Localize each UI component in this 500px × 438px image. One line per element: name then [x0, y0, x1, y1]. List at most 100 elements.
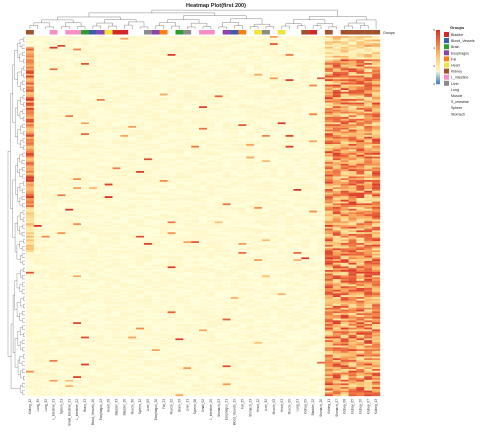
heatmap-cell	[285, 104, 294, 107]
heatmap-cell	[348, 205, 357, 208]
heatmap-cell	[230, 138, 239, 141]
heatmap-cell	[128, 46, 137, 49]
heatmap-cell	[112, 88, 121, 91]
heatmap-cell	[120, 120, 129, 123]
heatmap-cell	[191, 111, 200, 114]
heatmap-cell	[57, 118, 66, 121]
heatmap-cell	[167, 68, 176, 71]
heatmap-cell	[364, 165, 373, 168]
heatmap-cell	[262, 176, 271, 179]
heatmap-cell	[348, 151, 357, 154]
heatmap-cell	[348, 72, 357, 74]
heatmap-cell	[183, 41, 192, 44]
heatmap-cell	[206, 88, 215, 91]
heatmap-cell	[372, 36, 381, 38]
heatmap-cell	[96, 187, 105, 190]
heatmap-cell	[230, 93, 239, 96]
heatmap-cell	[167, 37, 176, 40]
heatmap-cell	[199, 201, 208, 204]
heatmap-cell	[88, 167, 97, 170]
heatmap-cell	[33, 165, 42, 168]
heatmap-cell	[159, 181, 168, 184]
heatmap-cell	[175, 75, 184, 78]
heatmap-cell	[309, 37, 318, 40]
heatmap-cell	[73, 192, 82, 195]
heatmap-cell	[112, 77, 121, 80]
heatmap-cell	[238, 138, 247, 141]
heatmap-cell	[128, 88, 137, 91]
heatmap-cell	[309, 198, 318, 200]
heatmap-cell	[57, 145, 66, 148]
heatmap-cell	[285, 187, 294, 190]
heatmap-cell	[144, 198, 153, 200]
heatmap-cell	[128, 59, 137, 62]
heatmap-cell	[364, 196, 373, 199]
heatmap-cell	[33, 153, 42, 155]
heatmap-cell	[183, 70, 192, 73]
heatmap-cell	[277, 77, 286, 80]
heatmap-cell	[246, 75, 255, 78]
heatmap-cell	[324, 198, 333, 200]
heatmap-cell	[262, 180, 271, 182]
heatmap-cell	[183, 194, 192, 197]
heatmap-cell	[65, 140, 74, 143]
heatmap-cell	[104, 192, 113, 195]
heatmap-cell	[332, 126, 341, 128]
heatmap-cell	[183, 171, 192, 173]
heatmap-cell	[364, 102, 373, 105]
heatmap-cell	[159, 172, 168, 175]
heatmap-cell	[104, 205, 113, 208]
heatmap-cell	[136, 66, 145, 69]
heatmap-cell	[309, 120, 318, 123]
heatmap-cell	[81, 106, 90, 109]
heatmap-cell	[73, 104, 82, 107]
heatmap-cell	[309, 86, 318, 89]
heatmap-cell	[49, 75, 58, 78]
heatmap-cell	[88, 151, 97, 154]
heatmap-cell	[285, 77, 294, 80]
heatmap-cell	[301, 163, 310, 166]
heatmap-cell	[254, 79, 263, 82]
heatmap-cell	[214, 109, 223, 112]
heatmap-cell	[324, 66, 333, 69]
heatmap-cell	[199, 73, 208, 76]
heatmap-cell	[269, 194, 278, 197]
heatmap-cell	[285, 72, 294, 74]
heatmap-cell	[26, 36, 35, 38]
heatmap-cell	[112, 153, 121, 155]
heatmap-cell	[159, 203, 168, 206]
heatmap-cell	[136, 210, 145, 213]
heatmap-cell	[41, 46, 50, 49]
heatmap-cell	[167, 136, 176, 139]
heatmap-cell	[73, 106, 82, 109]
heatmap-cell	[340, 48, 349, 51]
heatmap-cell	[246, 176, 255, 179]
heatmap-cell	[222, 192, 231, 195]
heatmap-cell	[96, 36, 105, 38]
heatmap-cell	[238, 140, 247, 143]
heatmap-cell	[33, 129, 42, 132]
heatmap-cell	[33, 198, 42, 200]
heatmap-cell	[49, 172, 58, 175]
heatmap-cell	[96, 88, 105, 91]
heatmap-cell	[151, 109, 160, 112]
heatmap-cell	[246, 102, 255, 105]
heatmap-cell	[104, 142, 113, 145]
heatmap-cell	[277, 169, 286, 172]
heatmap-cell	[364, 45, 373, 47]
heatmap-cell	[175, 70, 184, 73]
heatmap-cell	[120, 100, 129, 103]
heatmap-cell	[191, 190, 200, 193]
heatmap-cell	[356, 104, 365, 107]
heatmap-cell	[151, 212, 160, 215]
heatmap-cell	[104, 171, 113, 173]
heatmap-cell	[348, 199, 357, 202]
heatmap-cell	[254, 109, 263, 112]
heatmap-cell	[348, 111, 357, 114]
heatmap-cell	[332, 136, 341, 139]
heatmap-cell	[293, 104, 302, 107]
heatmap-cell	[136, 183, 145, 186]
heatmap-cell	[57, 75, 66, 78]
heatmap-cell	[309, 144, 318, 146]
heatmap-cell	[199, 210, 208, 213]
